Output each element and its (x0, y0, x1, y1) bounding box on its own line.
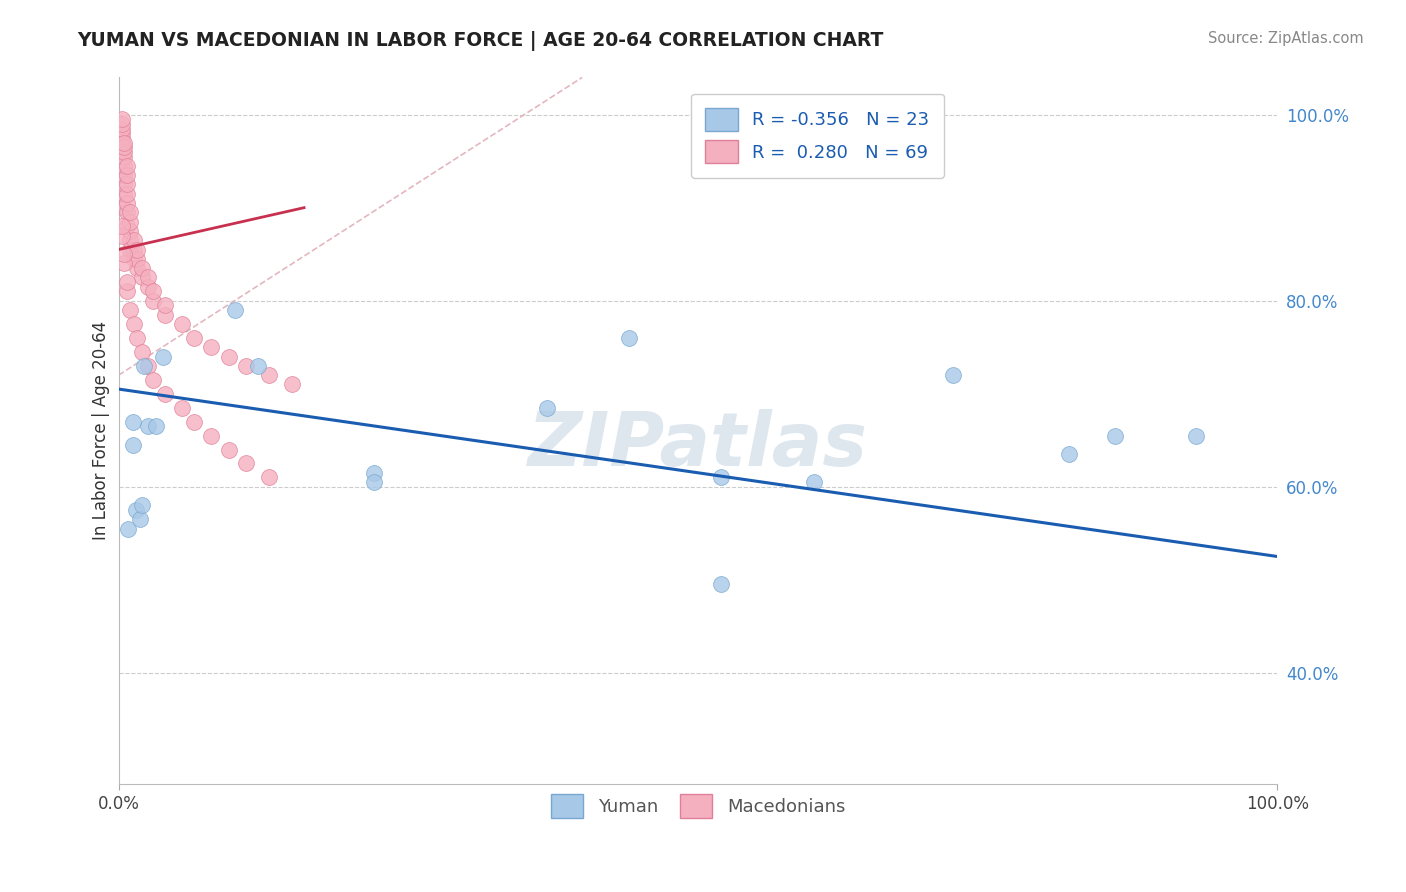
Point (121, 415, 143, 429)
Point (183, 415, 205, 429)
Point (115, 196, 138, 211)
Text: Source: ZipAtlas.com: Source: ZipAtlas.com (1208, 31, 1364, 46)
Point (172, 401, 194, 415)
Point (125, 503, 148, 517)
Point (131, 270, 153, 285)
Point (120, 224, 142, 238)
Point (122, 252, 145, 266)
Point (111, 126, 134, 140)
Point (172, 317, 194, 331)
Point (536, 401, 558, 415)
Point (1057, 447, 1080, 461)
Point (131, 261, 153, 276)
Point (200, 340, 222, 354)
Point (115, 275, 138, 289)
Point (218, 350, 240, 364)
Text: YUMAN VS MACEDONIAN IN LABOR FORCE | AGE 20-64 CORRELATION CHART: YUMAN VS MACEDONIAN IN LABOR FORCE | AGE… (77, 31, 884, 51)
Point (224, 303, 246, 318)
Point (115, 205, 138, 219)
Point (617, 331, 640, 345)
Point (218, 442, 240, 457)
Point (142, 285, 165, 299)
Point (117, 522, 139, 536)
Point (111, 121, 134, 136)
Legend: Yuman, Macedonians: Yuman, Macedonians (544, 788, 852, 825)
Point (1185, 428, 1208, 442)
Point (259, 470, 281, 484)
Point (114, 168, 136, 182)
Point (115, 159, 138, 173)
Point (136, 419, 159, 434)
Point (246, 359, 269, 373)
Point (115, 285, 138, 299)
Point (235, 359, 257, 373)
Point (114, 149, 136, 163)
Y-axis label: In Labor Force | Age 20-64: In Labor Force | Age 20-64 (93, 321, 110, 541)
Point (114, 201, 136, 215)
Point (115, 178, 138, 192)
Point (111, 117, 134, 131)
Point (153, 298, 176, 312)
Point (942, 368, 965, 383)
Point (114, 256, 136, 270)
Point (120, 205, 142, 219)
Point (363, 475, 385, 489)
Point (111, 112, 134, 127)
Point (142, 373, 165, 387)
Point (111, 145, 134, 159)
Point (114, 140, 136, 154)
Point (111, 136, 134, 150)
Point (114, 178, 136, 192)
Point (120, 214, 142, 228)
Point (183, 331, 205, 345)
Point (153, 386, 176, 401)
Point (120, 243, 142, 257)
Point (127, 243, 149, 257)
Point (134, 359, 156, 373)
Point (127, 252, 149, 266)
Point (259, 368, 281, 383)
Point (127, 331, 149, 345)
Point (120, 303, 142, 318)
Point (235, 457, 257, 471)
Point (115, 219, 138, 234)
Point (111, 219, 134, 234)
Point (1104, 428, 1126, 442)
Point (136, 279, 159, 293)
Point (803, 475, 825, 489)
Point (152, 350, 174, 364)
Point (111, 228, 134, 243)
Point (710, 577, 733, 591)
Point (122, 233, 145, 247)
Point (115, 168, 138, 182)
Point (114, 145, 136, 159)
Point (111, 140, 134, 154)
Point (114, 247, 136, 261)
Point (127, 261, 149, 276)
Point (115, 186, 138, 201)
Text: ZIPatlas: ZIPatlas (529, 409, 868, 482)
Point (122, 317, 145, 331)
Point (128, 512, 150, 526)
Point (122, 243, 145, 257)
Point (200, 428, 222, 442)
Point (131, 499, 153, 513)
Point (120, 233, 142, 247)
Point (131, 344, 153, 359)
Point (111, 131, 134, 145)
Point (710, 470, 733, 484)
Point (114, 186, 136, 201)
Point (153, 308, 176, 322)
Point (114, 136, 136, 150)
Point (281, 377, 304, 392)
Point (136, 270, 159, 285)
Point (142, 293, 165, 308)
Point (136, 359, 159, 373)
Point (114, 159, 136, 173)
Point (121, 438, 143, 452)
Point (363, 466, 385, 480)
Point (145, 419, 167, 434)
